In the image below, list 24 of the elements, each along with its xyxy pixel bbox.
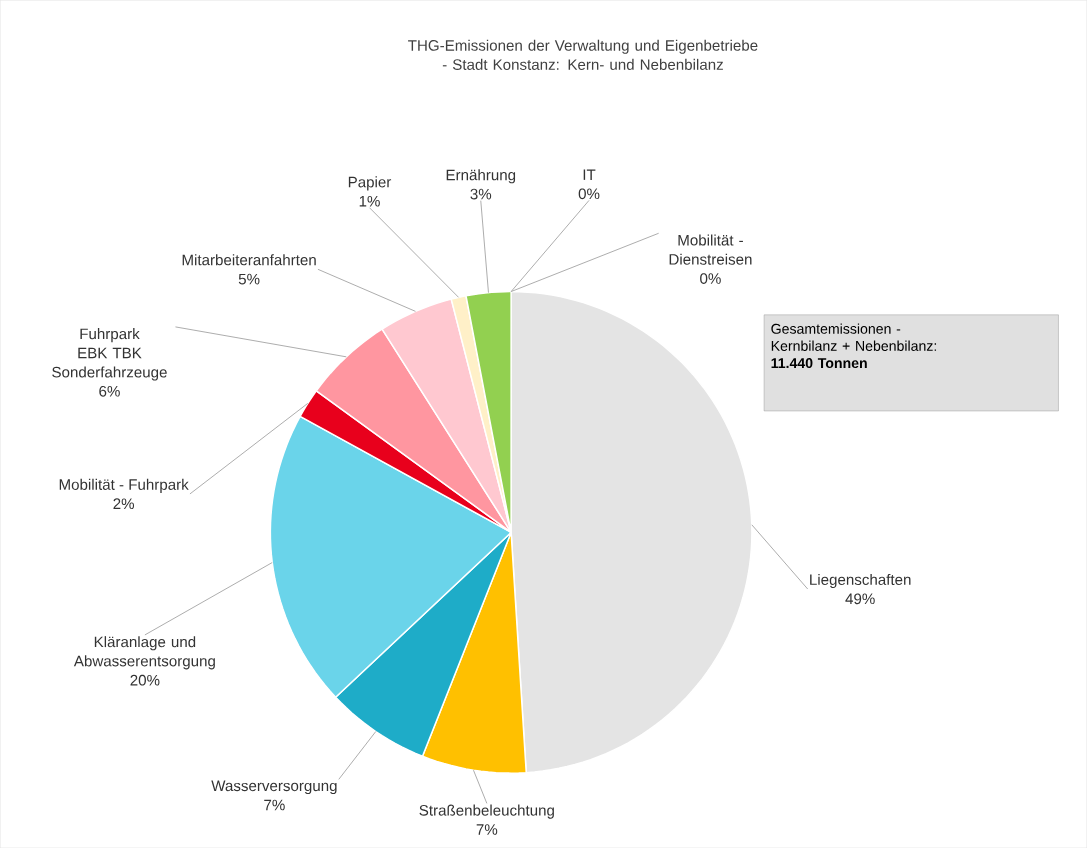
slice-label: Papier xyxy=(348,176,392,191)
slice-label: Mobilität - Fuhrpark xyxy=(59,478,189,493)
slice-label: Kläranlage und Abwasserentsorgung xyxy=(73,636,215,670)
slice-label: Straßenbeleuchtung xyxy=(419,804,554,819)
data-label: 7% xyxy=(264,799,285,811)
text: Gesamtemissionen - Kernbilanz + Nebenbilanz: 11.440 Tonnen xyxy=(771,323,937,368)
text: 0% xyxy=(700,273,721,284)
text: 0% xyxy=(578,188,600,200)
data-label: 7% xyxy=(476,824,498,835)
chart-title: THG-Emissionen der Verwaltung und Eigenbetriebe - Stadt Konstanz: Kern- und Nebenbilanz xyxy=(408,39,758,70)
data-label: 49% xyxy=(845,593,875,605)
data-label: 20% xyxy=(130,674,160,686)
slice-label: Liegenschaften xyxy=(810,573,911,588)
slice-label: Ernährung xyxy=(446,169,516,184)
slice-label: Wasserversorgung xyxy=(211,780,337,795)
slice-label: Mitarbeiteranfahrten xyxy=(182,254,316,266)
data-label: 6% xyxy=(99,385,120,397)
category-label: Mobilität - Dienstreisen xyxy=(669,234,752,265)
slice-label: Fuhrpark EBK TBK Sonderfahrzeuge xyxy=(52,328,167,381)
data-label: 2% xyxy=(113,498,135,509)
data-label: 5% xyxy=(238,273,260,285)
data-label: 1% xyxy=(359,195,380,207)
category-label: IT xyxy=(583,169,596,180)
data-label: 3% xyxy=(470,188,492,200)
